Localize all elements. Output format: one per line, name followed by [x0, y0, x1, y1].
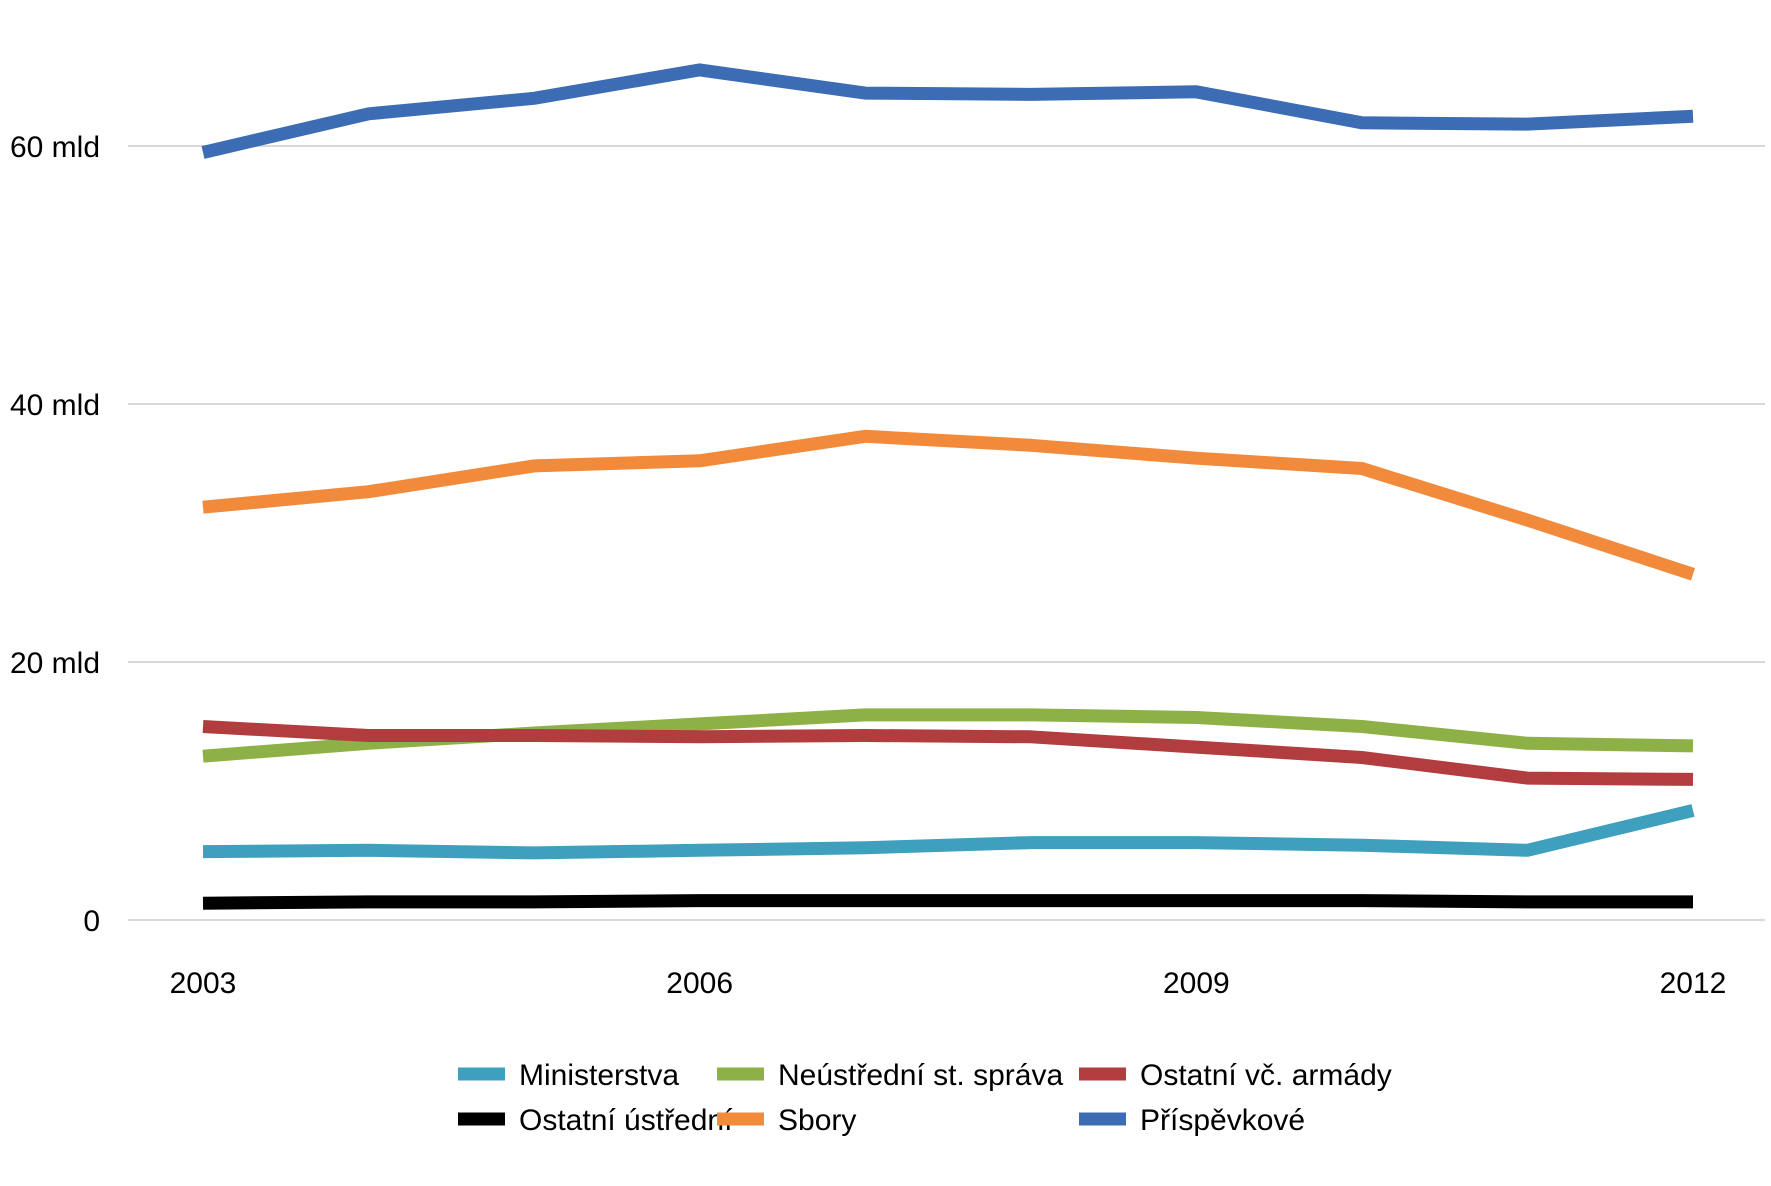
legend-label: Ostatní vč. armády	[1140, 1059, 1392, 1092]
x-tick-label: 2003	[170, 967, 237, 1000]
y-tick-label: 0	[83, 905, 100, 938]
y-tick-label: 60 mld	[10, 131, 100, 164]
series-line-ostatn-v-arm-dy	[202, 720, 1694, 786]
legend-label: Sbory	[778, 1104, 856, 1137]
x-tick-label: 2012	[1660, 967, 1727, 1000]
y-axis-labels: 0 20 mld 40 mld 60 mld	[10, 131, 100, 938]
x-tick-label: 2009	[1163, 967, 1230, 1000]
legend: Ministerstva Ostatní ústřední Neústřední s…	[458, 1059, 1392, 1137]
legend-label: Ostatní ústřední	[519, 1104, 733, 1137]
x-axis-labels: 2003 2006 2009 2012	[170, 967, 1727, 1000]
x-tick-label: 2006	[666, 967, 733, 1000]
series-line-sbory	[202, 429, 1696, 581]
legend-label: Příspěvkové	[1140, 1104, 1305, 1137]
series-lines	[201, 63, 1696, 910]
gridlines	[128, 145, 1765, 921]
y-tick-label: 20 mld	[10, 647, 100, 680]
legend-label: Ministerstva	[519, 1059, 679, 1092]
series-line-ostatn-st-edn-	[202, 894, 1693, 910]
y-tick-label: 40 mld	[10, 389, 100, 422]
series-line-p-sp-vkov-	[201, 63, 1694, 159]
legend-label: Neústřední st. správa	[778, 1059, 1063, 1092]
series-line-ministerstva	[202, 804, 1695, 860]
